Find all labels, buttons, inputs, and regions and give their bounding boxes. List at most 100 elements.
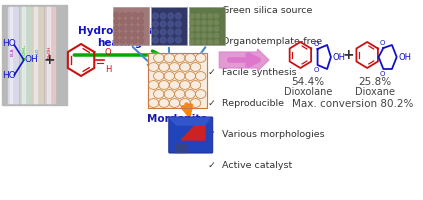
Circle shape: [160, 13, 166, 19]
Circle shape: [214, 20, 219, 25]
Circle shape: [126, 12, 131, 18]
Circle shape: [139, 25, 143, 30]
Bar: [45, 7, 55, 103]
Circle shape: [132, 32, 137, 37]
Circle shape: [132, 12, 137, 18]
Circle shape: [114, 12, 119, 18]
Bar: [22, 7, 25, 103]
Circle shape: [120, 32, 125, 37]
Circle shape: [208, 20, 212, 25]
Text: 25.8%: 25.8%: [358, 77, 391, 87]
Text: O: O: [314, 67, 319, 73]
Circle shape: [132, 19, 137, 24]
Bar: [10, 7, 12, 103]
FancyArrowPatch shape: [230, 55, 258, 65]
Circle shape: [196, 14, 200, 18]
Text: O: O: [105, 48, 112, 57]
Bar: [175, 144, 186, 152]
Text: HO: HO: [2, 38, 16, 47]
Bar: [8, 7, 18, 103]
Circle shape: [126, 38, 131, 44]
Circle shape: [208, 33, 212, 38]
Circle shape: [126, 25, 131, 30]
Circle shape: [202, 33, 206, 38]
Circle shape: [120, 38, 125, 44]
Circle shape: [126, 32, 131, 37]
Text: ✓  Green silica source: ✓ Green silica source: [208, 6, 312, 15]
Text: BLA: BLA: [11, 48, 15, 56]
Circle shape: [153, 29, 158, 35]
Circle shape: [132, 25, 137, 30]
Circle shape: [208, 27, 212, 31]
Circle shape: [160, 29, 166, 35]
Circle shape: [196, 33, 200, 38]
Text: O: O: [380, 71, 385, 77]
Text: H₂O: H₂O: [36, 48, 40, 56]
Circle shape: [139, 19, 143, 24]
Circle shape: [190, 40, 194, 44]
Text: NaOH: NaOH: [48, 46, 52, 58]
Circle shape: [214, 40, 219, 44]
Circle shape: [190, 33, 194, 38]
Text: Mordenite: Mordenite: [147, 114, 208, 124]
Circle shape: [153, 13, 158, 19]
Polygon shape: [181, 125, 205, 140]
Circle shape: [160, 37, 166, 43]
Text: Max. conversion 80.2%: Max. conversion 80.2%: [292, 99, 414, 109]
Circle shape: [190, 20, 194, 25]
Circle shape: [202, 14, 206, 18]
Circle shape: [214, 33, 219, 38]
Circle shape: [190, 27, 194, 31]
Text: OH: OH: [398, 52, 412, 62]
Polygon shape: [170, 118, 210, 125]
FancyBboxPatch shape: [151, 7, 187, 45]
Circle shape: [126, 19, 131, 24]
FancyBboxPatch shape: [113, 7, 149, 45]
Circle shape: [196, 20, 200, 25]
Circle shape: [168, 13, 173, 19]
Circle shape: [114, 32, 119, 37]
Text: Dioxane: Dioxane: [355, 87, 395, 97]
Circle shape: [132, 38, 137, 44]
Text: ✓  Various morphologies: ✓ Various morphologies: [208, 130, 324, 139]
Circle shape: [176, 37, 181, 43]
Circle shape: [114, 25, 119, 30]
Circle shape: [160, 21, 166, 27]
Text: Hydrothermal
heating: Hydrothermal heating: [78, 26, 160, 48]
Bar: [34, 7, 37, 103]
Text: ✓  Organotemplate-free: ✓ Organotemplate-free: [208, 37, 322, 46]
Text: Al(OH)₃: Al(OH)₃: [23, 44, 27, 60]
Circle shape: [202, 20, 206, 25]
Circle shape: [208, 14, 212, 18]
Circle shape: [153, 37, 158, 43]
FancyBboxPatch shape: [169, 117, 213, 153]
Circle shape: [190, 14, 194, 18]
Text: ✓  Reproducible: ✓ Reproducible: [208, 99, 284, 108]
Circle shape: [208, 40, 212, 44]
FancyArrow shape: [220, 49, 269, 71]
Circle shape: [120, 12, 125, 18]
Circle shape: [139, 32, 143, 37]
Polygon shape: [148, 53, 207, 108]
Text: H: H: [105, 65, 111, 74]
Circle shape: [153, 21, 158, 27]
Text: HO: HO: [2, 72, 16, 80]
Bar: [2, 5, 67, 105]
Circle shape: [214, 27, 219, 31]
Text: +: +: [342, 48, 354, 62]
Circle shape: [139, 12, 143, 18]
Text: OH: OH: [333, 52, 346, 62]
Text: +: +: [44, 53, 55, 67]
Circle shape: [196, 27, 200, 31]
Circle shape: [176, 21, 181, 27]
Text: O: O: [380, 40, 385, 46]
Text: Dioxolane: Dioxolane: [284, 87, 332, 97]
Circle shape: [168, 29, 173, 35]
Circle shape: [214, 14, 219, 18]
Circle shape: [168, 37, 173, 43]
Text: ✓  Facile synthesis: ✓ Facile synthesis: [208, 68, 297, 77]
Circle shape: [196, 40, 200, 44]
Text: O: O: [314, 41, 319, 47]
Circle shape: [168, 21, 173, 27]
Circle shape: [202, 40, 206, 44]
